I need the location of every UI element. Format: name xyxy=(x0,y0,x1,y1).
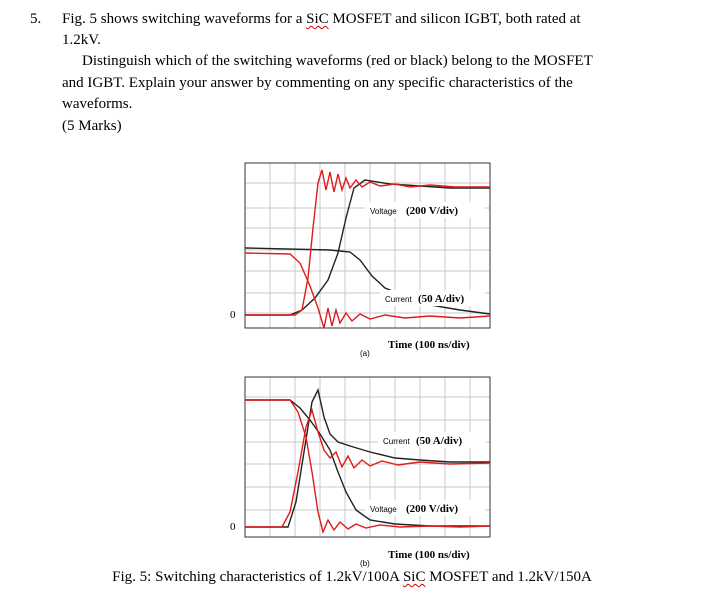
figure-caption-pre: Fig. 5: Switching characteristics of 1.2… xyxy=(112,569,403,585)
figure-b-zero-label: 0 xyxy=(230,521,236,533)
figure-a-red-current xyxy=(244,252,491,329)
figure-b-frame xyxy=(244,376,491,538)
figure-a-voltage-label-small: Voltage xyxy=(370,207,397,216)
figure-b-voltage-label: (200 V/div) xyxy=(406,503,458,515)
figure-a-current-label: (50 A/div) xyxy=(418,293,464,305)
question-line-1-sic: SiC xyxy=(306,11,329,27)
question-line-2: 1.2kV. xyxy=(62,32,101,48)
question-line-4: and IGBT. Explain your answer by comment… xyxy=(62,75,573,91)
figure-a-current-label-bg xyxy=(380,290,485,306)
figure-caption-post: MOSFET and 1.2kV/150A xyxy=(425,569,592,585)
figure-b-voltage-label-bg xyxy=(365,500,485,516)
question-line-1-pre: Fig. 5 shows switching waveforms for a xyxy=(62,11,307,27)
figure-b-current-label-small: Current xyxy=(383,437,410,446)
figure-b-red-current xyxy=(245,407,491,528)
figure-a-current-label-small: Current xyxy=(385,295,412,304)
figure-caption: Fig. 5: Switching characteristics of 1.2… xyxy=(0,568,704,586)
figure-b-voltage-label-small: Voltage xyxy=(370,505,397,514)
question-line-1-post: MOSFET and silicon IGBT, both rated at xyxy=(328,11,581,27)
question-marks: (5 Marks) xyxy=(62,118,122,134)
figure-a-sub-label: (a) xyxy=(360,349,370,358)
figure-b-current-label-bg xyxy=(378,432,486,448)
figure-b-black-current xyxy=(245,387,490,528)
figure-b-black-voltage xyxy=(245,399,490,527)
figure-a-time-label: Time (100 ns/div) xyxy=(388,339,470,351)
figure-b-current-label: (50 A/div) xyxy=(416,435,462,447)
figure-a: 0 Voltage (200 V/div) Current (50 A/div)… xyxy=(230,162,491,358)
figure-a-voltage-label: (200 V/div) xyxy=(406,205,458,217)
figure-a-black-current xyxy=(244,247,491,315)
figure-b: 0 Current (50 A/div) Voltage (200 V/div)… xyxy=(230,376,491,568)
figure-b-grid xyxy=(245,377,490,537)
question-line-1: Fig. 5 shows switching waveforms for a S… xyxy=(62,10,581,28)
figure-a-frame xyxy=(244,162,491,329)
figure-a-red-voltage xyxy=(245,169,490,316)
question-number: 5. xyxy=(30,11,42,27)
figure-b-time-label: Time (100 ns/div) xyxy=(388,549,470,561)
figure-a-voltage-label-bg xyxy=(365,202,485,218)
question-line-5: waveforms. xyxy=(62,96,133,112)
question-line-3: Distinguish which of the switching wavef… xyxy=(82,53,593,69)
figure-a-zero-label: 0 xyxy=(230,309,236,321)
figure-caption-sic: SiC xyxy=(402,569,426,585)
figure-b-sub-label: (b) xyxy=(360,559,370,568)
